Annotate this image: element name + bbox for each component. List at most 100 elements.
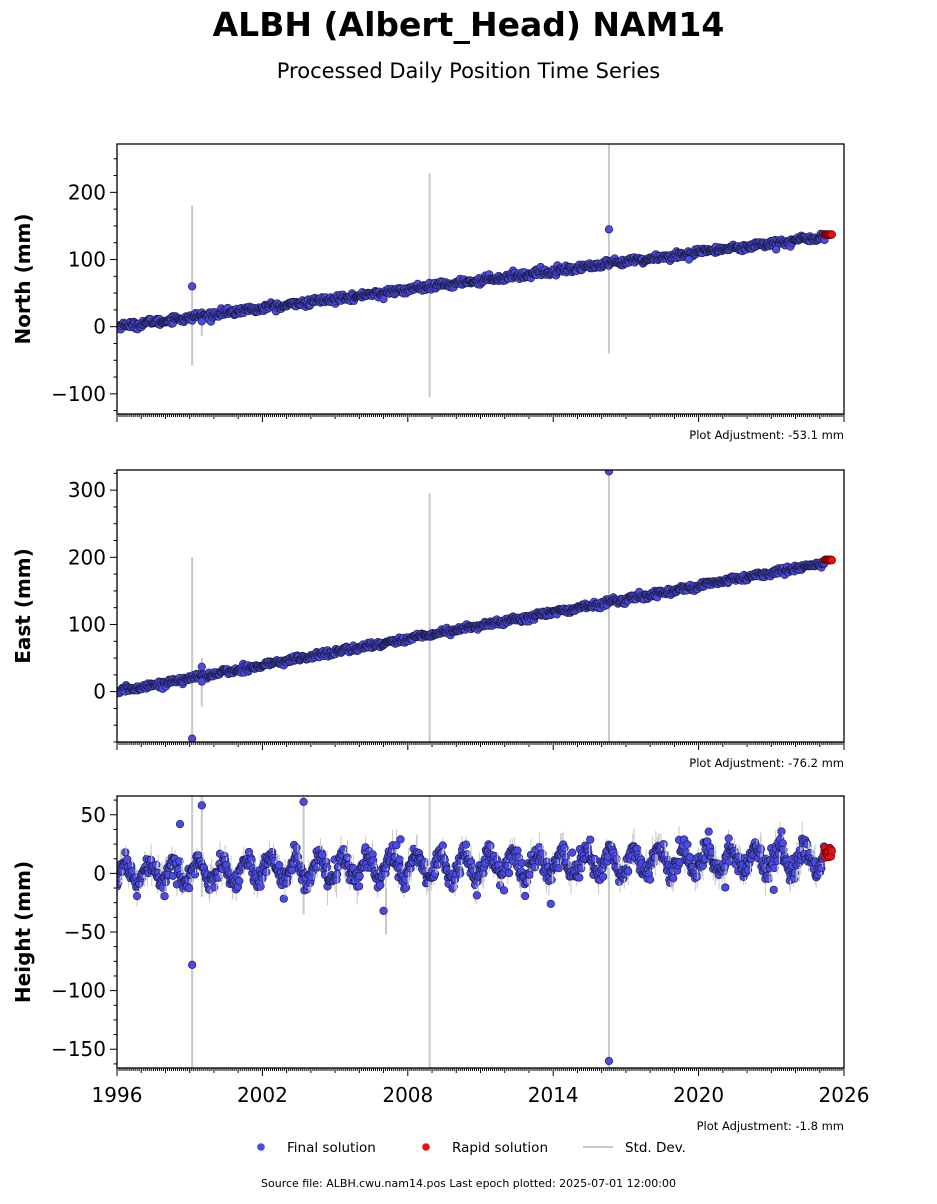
height-final-point	[586, 835, 595, 844]
height-final-point	[322, 863, 332, 872]
height-final-point	[318, 850, 327, 859]
height-outlier-point	[721, 883, 730, 892]
height-outlier-point	[379, 906, 388, 915]
height-rapid-points	[820, 843, 836, 862]
height-final-point	[692, 872, 702, 881]
east-plot-adjustment: Plot Adjustment: -76.2 mm	[689, 756, 844, 770]
east-outlier-point	[604, 470, 614, 476]
north-ylabel: North (mm)	[11, 213, 35, 344]
height-final-point	[461, 840, 471, 849]
figure-subtitle: Processed Daily Position Time Series	[277, 59, 661, 83]
height-final-point	[355, 882, 364, 891]
height-axes-frame	[116, 795, 845, 1069]
figure-title: ALBH (Albert_Head) NAM14	[213, 5, 725, 44]
height-final-point	[175, 857, 184, 866]
height-final-point	[525, 870, 534, 879]
height-final-point	[214, 873, 223, 882]
height-final-point	[395, 855, 404, 864]
height-final-point	[568, 848, 577, 857]
height-final-point	[152, 860, 161, 869]
east-rapid-point	[827, 556, 836, 565]
height-xtick-label: 1996	[92, 1083, 143, 1107]
east-plot-area	[117, 470, 836, 742]
height-ytick-label: 0	[93, 861, 106, 885]
north-outlier-point	[188, 282, 197, 291]
height-final-point	[777, 827, 786, 836]
height-ytick-label: −100	[51, 979, 106, 1003]
height-final-point	[160, 892, 169, 901]
height-final-point	[275, 860, 284, 870]
east-rapid-points	[820, 555, 836, 565]
height-final-point	[575, 873, 584, 882]
east-axes-frame	[116, 469, 845, 743]
height-plot-area	[117, 796, 836, 1068]
height-final-point	[402, 883, 411, 892]
height-final-point	[420, 857, 429, 867]
height-outlier-point	[769, 885, 778, 894]
height-ytick-label: 50	[81, 803, 106, 827]
height-final-point	[292, 843, 301, 853]
height-final-point	[333, 869, 342, 879]
height-final-point	[624, 867, 633, 876]
height-plot-adjustment: Plot Adjustment: -1.8 mm	[697, 1119, 844, 1133]
north-ytick-label: 0	[93, 315, 106, 339]
north-plot-adjustment: Plot Adjustment: -53.1 mm	[689, 428, 844, 442]
height-outlier-point	[175, 820, 185, 829]
height-final-point	[770, 863, 779, 873]
legend-rapid-marker	[422, 1143, 430, 1151]
height-final-point	[121, 848, 130, 857]
height-final-point	[756, 845, 766, 854]
east-outlier-point	[197, 677, 206, 686]
east-outlier-point	[188, 734, 197, 742]
height-outlier-point	[188, 960, 197, 969]
north-outlier-point	[604, 225, 614, 234]
height-panel: −150 −100 −50 0 50 1996 2002 2008 2014 2020 2026 He…	[11, 795, 869, 1133]
north-rapid-point	[827, 230, 836, 239]
east-ytick-label: 200	[68, 545, 106, 569]
height-outlier-point	[197, 801, 206, 810]
height-final-point	[472, 891, 482, 900]
height-final-point	[376, 880, 385, 890]
height-ylabel: Height (mm)	[11, 861, 35, 1003]
height-final-point	[279, 894, 288, 903]
height-final-point	[598, 872, 608, 881]
height-xtick-label: 2002	[237, 1083, 288, 1107]
height-final-point	[513, 846, 522, 855]
east-ytick-label: 300	[68, 478, 106, 502]
height-final-point	[262, 867, 271, 877]
north-outlier-point	[379, 295, 388, 304]
east-final-points	[117, 557, 829, 698]
legend-stddev-label: Std. Dev.	[625, 1140, 686, 1156]
east-panel: 0 100 200 300 East (mm) Plot Adjustment: -76.…	[11, 469, 845, 770]
height-final-point	[764, 874, 773, 883]
height-outlier-point	[604, 1056, 614, 1066]
north-ytick-label: −100	[51, 382, 106, 406]
legend-final-marker	[257, 1143, 265, 1151]
height-final-point	[683, 840, 692, 849]
north-ytick-label: 100	[68, 248, 106, 272]
height-final-point	[486, 841, 495, 850]
height-final-point	[185, 884, 194, 893]
height-rapid-point	[827, 847, 836, 856]
legend-final-label: Final solution	[287, 1140, 376, 1156]
north-plot-area	[117, 144, 836, 398]
north-outlier-point	[684, 255, 694, 264]
height-xtick-label: 2008	[382, 1083, 433, 1107]
height-final-point	[355, 871, 364, 881]
height-outlier-point	[546, 899, 555, 908]
height-final-point	[547, 875, 556, 885]
height-final-point	[505, 868, 514, 878]
height-final-point	[669, 874, 678, 883]
height-final-point	[343, 853, 352, 862]
height-final-point	[247, 855, 256, 864]
legend: Final solution Rapid solution Std. Dev.	[257, 1140, 686, 1156]
height-final-point	[704, 827, 713, 836]
height-final-point	[560, 843, 569, 853]
east-ytick-label: 0	[93, 680, 106, 704]
east-ytick-label: 100	[68, 612, 106, 636]
height-final-point	[456, 869, 465, 878]
north-rapid-points	[820, 230, 836, 240]
north-final-points	[117, 229, 829, 334]
north-ytick-label: 200	[68, 180, 106, 204]
